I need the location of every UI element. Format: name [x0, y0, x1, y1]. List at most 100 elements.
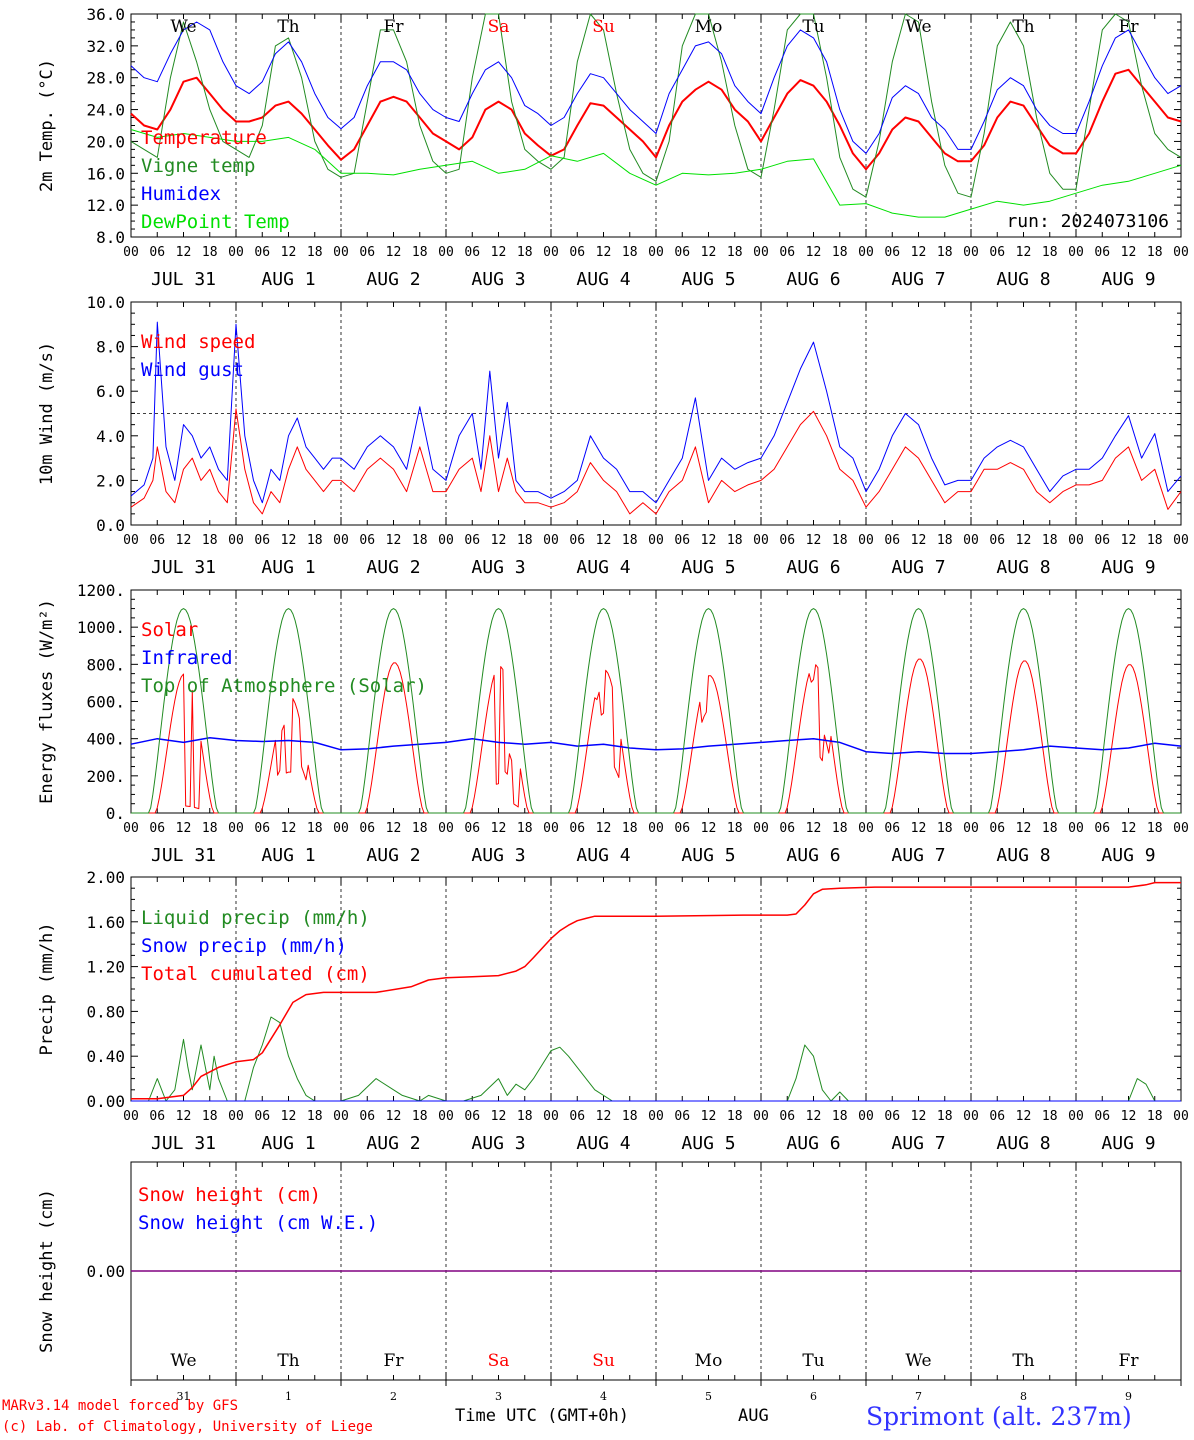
hour-tick-label: 18 [307, 245, 323, 260]
date-label: AUG 7 [891, 557, 945, 578]
hour-tick-label: 18 [412, 821, 428, 836]
hour-tick-label: 12 [491, 1109, 507, 1124]
hour-tick-label: 12 [911, 1109, 927, 1124]
series-line-humidex [130, 21, 1182, 154]
hour-tick-label: 18 [1147, 245, 1163, 260]
date-label: AUG 6 [786, 845, 840, 866]
date-label: AUG 1 [261, 557, 315, 578]
day-of-week-label: We [170, 1351, 196, 1371]
hour-tick-label: 18 [412, 1109, 428, 1124]
hour-tick-label: 12 [386, 533, 402, 548]
y-axis-label: Snow height (cm) [37, 1189, 57, 1353]
hour-tick-label: 00 [648, 1109, 664, 1124]
hour-tick-label: 00 [1068, 1109, 1084, 1124]
hour-tick-label: 06 [674, 245, 690, 260]
legend-entry: Snow height (cm W.E.) [138, 1212, 378, 1234]
hour-tick-label: 06 [359, 533, 375, 548]
hour-tick-label: 06 [359, 1109, 375, 1124]
hour-tick-label: 00 [228, 1109, 244, 1124]
hour-tick-label: 00 [228, 245, 244, 260]
series-line-vigne-temp [130, 13, 1182, 198]
legend-entry: Total cumulated (cm) [141, 963, 370, 985]
station-label: Sprimont (alt. 237m) [866, 1402, 1132, 1431]
y-axis-label: 2m Temp. (°C) [37, 59, 57, 192]
hour-tick-label: 18 [622, 245, 638, 260]
legend-entry: Snow precip (mm/h) [141, 935, 347, 957]
series-line-infrared [130, 736, 1182, 755]
hour-tick-label: 06 [254, 821, 270, 836]
hour-tick-label: 18 [937, 821, 953, 836]
hour-tick-label: 06 [884, 821, 900, 836]
hour-tick-label: 18 [412, 533, 428, 548]
y-tick-label: 0.80 [86, 1002, 125, 1021]
hour-tick-label: 12 [281, 245, 297, 260]
day-of-week-label: Th [277, 1351, 299, 1371]
hour-tick-label: 00 [753, 245, 769, 260]
date-label: AUG 9 [1101, 845, 1155, 866]
day-of-week-label: Mo [695, 17, 723, 37]
hour-tick-label: 12 [491, 245, 507, 260]
date-label: AUG 4 [576, 1133, 630, 1154]
legend-entry: Wind speed [141, 331, 255, 353]
hour-tick-label: 06 [149, 245, 165, 260]
hour-tick-label: 06 [779, 245, 795, 260]
series-line-temperature [130, 68, 1182, 171]
day-of-week-label: Sa [488, 1351, 510, 1371]
hour-tick-label: 00 [1173, 245, 1189, 260]
hour-tick-label: 06 [779, 533, 795, 548]
date-label: AUG 2 [366, 269, 420, 290]
date-label: AUG 2 [366, 557, 420, 578]
day-of-week-label: Fr [384, 1351, 405, 1371]
hour-tick-label: 00 [543, 1109, 559, 1124]
hour-tick-label: 00 [438, 245, 454, 260]
hour-tick-label: 00 [858, 245, 874, 260]
hour-tick-label: 00 [753, 1109, 769, 1124]
date-label: AUG 9 [1101, 269, 1155, 290]
y-tick-label: 8.0 [96, 228, 125, 247]
hour-tick-label: 00 [753, 821, 769, 836]
hour-tick-label: 12 [1121, 821, 1137, 836]
month-label: AUG [738, 1406, 769, 1426]
hour-tick-label: 06 [1094, 1109, 1110, 1124]
hour-tick-label: 12 [806, 821, 822, 836]
hour-tick-label: 18 [307, 821, 323, 836]
meteogram-layer: 8.012.016.020.024.028.032.036.02m Temp. … [37, 5, 1189, 1403]
series-line-total-cumulated-cm- [131, 881, 1181, 1100]
hour-tick-label: 00 [1173, 1109, 1189, 1124]
hour-tick-label: 12 [386, 821, 402, 836]
hour-tick-label: 00 [123, 533, 139, 548]
hour-tick-label: 06 [149, 1109, 165, 1124]
hour-tick-label: 00 [123, 245, 139, 260]
hour-tick-label: 18 [517, 821, 533, 836]
hour-tick-label: 00 [123, 1109, 139, 1124]
hour-tick-label: 00 [438, 821, 454, 836]
hour-tick-label: 06 [569, 821, 585, 836]
date-label: AUG 2 [366, 845, 420, 866]
date-label: AUG 6 [786, 557, 840, 578]
hour-tick-label: 18 [1042, 245, 1058, 260]
hour-tick-label: 12 [281, 821, 297, 836]
y-tick-label: 0. [106, 804, 125, 823]
hour-tick-label: 12 [1016, 245, 1032, 260]
hour-tick-label: 18 [832, 821, 848, 836]
hour-tick-label: 12 [1016, 1109, 1032, 1124]
date-label: AUG 5 [681, 845, 735, 866]
hour-tick-label: 18 [937, 245, 953, 260]
date-label: AUG 8 [996, 1133, 1050, 1154]
hour-tick-label: 18 [832, 1109, 848, 1124]
date-label: AUG 7 [891, 1133, 945, 1154]
hour-tick-label: 00 [123, 821, 139, 836]
day-number-label: 31 [177, 1390, 191, 1403]
legend-entry: Solar [141, 619, 198, 641]
day-number-label: 9 [1125, 1390, 1132, 1403]
hour-tick-label: 00 [438, 533, 454, 548]
date-label: AUG 7 [891, 845, 945, 866]
day-number-label: 6 [810, 1390, 817, 1403]
legend-entry: Vigne temp [141, 155, 255, 177]
date-label: AUG 4 [576, 557, 630, 578]
hour-tick-label: 18 [517, 1109, 533, 1124]
day-number-label: 8 [1020, 1390, 1027, 1403]
day-of-week-label: Fr [384, 17, 405, 37]
hour-tick-label: 00 [333, 821, 349, 836]
